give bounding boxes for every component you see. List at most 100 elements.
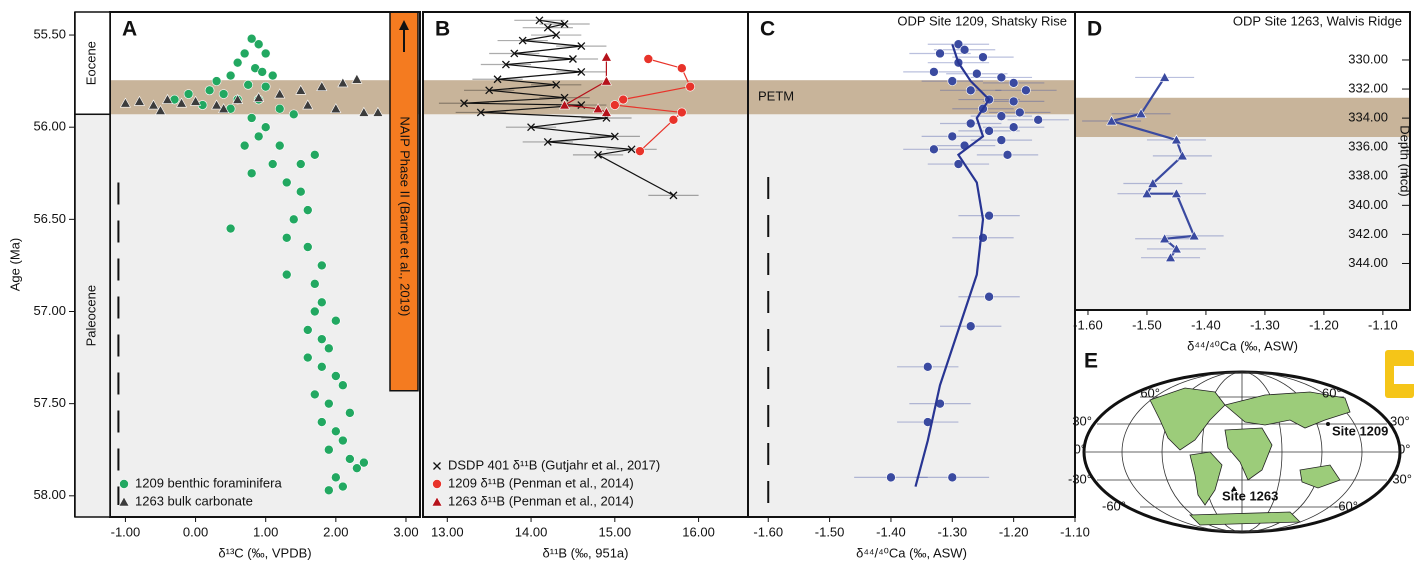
comment-icon[interactable] [1385,350,1414,398]
data-point [610,132,619,141]
data-point [317,297,327,308]
data-point [211,99,223,110]
x-tick-label: -1.40 [876,524,906,539]
panel-letter: D [1087,18,1102,41]
panel-letter: E [1084,350,1098,373]
data-point [1021,85,1031,96]
latitude-label: 0° [1398,441,1410,456]
shaded-interval [1075,137,1410,310]
data-point [627,145,636,154]
data-point [610,100,620,110]
y-tick-label: 332.00 [1348,80,1388,95]
data-point [358,106,370,117]
data-point [239,48,250,59]
site-marker [1231,486,1237,491]
data-point [274,140,285,151]
naip-arrowhead [399,20,409,30]
data-point [232,93,244,104]
data-point [119,97,131,108]
shaded-interval [423,114,748,517]
data-point [1106,115,1118,126]
icon-paper[interactable] [1394,366,1414,384]
data-point [947,131,958,142]
data-point [685,81,696,92]
x-tick-label: 3.00 [393,524,418,539]
data-point [338,380,348,391]
data-point [317,334,327,344]
latitude-label: -30° [1068,471,1092,486]
data-point [309,279,320,289]
data-point [372,106,384,117]
data-point [1135,108,1147,119]
data-point [309,150,320,160]
site-label: Site 1209 [1332,423,1388,438]
y-tick-label: 330.00 [1348,51,1388,66]
legend-label: DSDP 401 δ¹¹B (Gutjahr et al., 2017) [448,457,660,472]
data-point [211,76,222,86]
data-point [568,55,577,63]
x-tick-label: -1.60 [753,524,783,539]
data-point [560,20,569,28]
data-point [359,457,369,468]
data-point [330,103,342,114]
data-point [331,426,341,437]
data-point [677,107,687,118]
data-point [253,131,264,142]
data-point [953,39,964,50]
x-tick-label: -1.00 [111,524,141,539]
x-tick-label: 2.00 [323,524,348,539]
data-point [1188,230,1200,241]
legend-label: 1209 benthic foraminifera [135,475,282,490]
data-point [559,99,571,110]
data-point [316,81,328,91]
x-axis-label: δ⁴⁴/⁴⁰Ca (‰, ASW) [856,545,967,560]
data-point [1159,71,1171,82]
data-point [929,144,939,155]
legend-marker [431,496,443,507]
x-tick-label: -1.50 [1132,317,1162,332]
data-point [552,80,561,89]
data-point [183,89,194,99]
data-point [133,95,145,106]
data-point [501,60,510,69]
data-point [317,417,327,427]
data-point [253,39,264,50]
x-axis-label: δ¹³C (‰, VPDB) [218,545,311,560]
data-point [190,95,202,106]
data-point [929,67,939,77]
y-tick-label: 57.00 [33,303,66,318]
data-point [485,86,494,95]
y-tick-label: 338.00 [1348,168,1388,183]
data-point [543,23,552,32]
legend-label: 1263 bulk carbonate [135,493,253,508]
data-point [922,361,933,372]
data-point [1008,122,1019,132]
data-point [176,97,188,108]
x-tick-label: 13.00 [431,524,464,539]
data-point [996,72,1007,83]
epoch-label: Eocene [83,41,98,85]
data-point [552,31,561,39]
data-point [510,49,519,58]
data-point [232,57,243,68]
data-point [1014,107,1025,118]
data-point [965,118,976,129]
data-point [1176,150,1188,161]
data-point [162,93,174,104]
y-tick-label: 340.00 [1348,197,1388,212]
data-point [274,88,286,99]
data-point [281,269,292,280]
shaded-interval [110,114,420,517]
data-point [1008,78,1019,88]
data-point [618,94,628,105]
data-point [1165,252,1177,262]
x-tick-label: 1.00 [253,524,278,539]
data-point [274,103,285,114]
data-point [324,343,334,354]
data-point [218,103,230,114]
data-point [345,408,355,418]
panel-letter: A [122,18,137,41]
data-point [331,315,341,326]
x-tick-label: -1.30 [1250,317,1280,332]
data-point [972,68,982,79]
